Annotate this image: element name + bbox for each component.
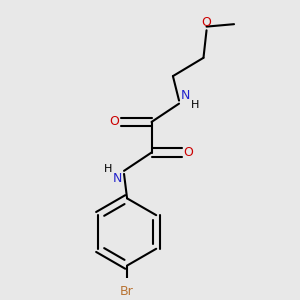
Text: O: O	[184, 146, 194, 159]
Text: O: O	[202, 16, 212, 29]
Text: Br: Br	[120, 285, 134, 298]
Text: H: H	[104, 164, 112, 174]
Text: N: N	[181, 89, 190, 102]
Text: O: O	[110, 116, 119, 128]
Text: H: H	[190, 100, 199, 110]
Text: N: N	[113, 172, 122, 185]
